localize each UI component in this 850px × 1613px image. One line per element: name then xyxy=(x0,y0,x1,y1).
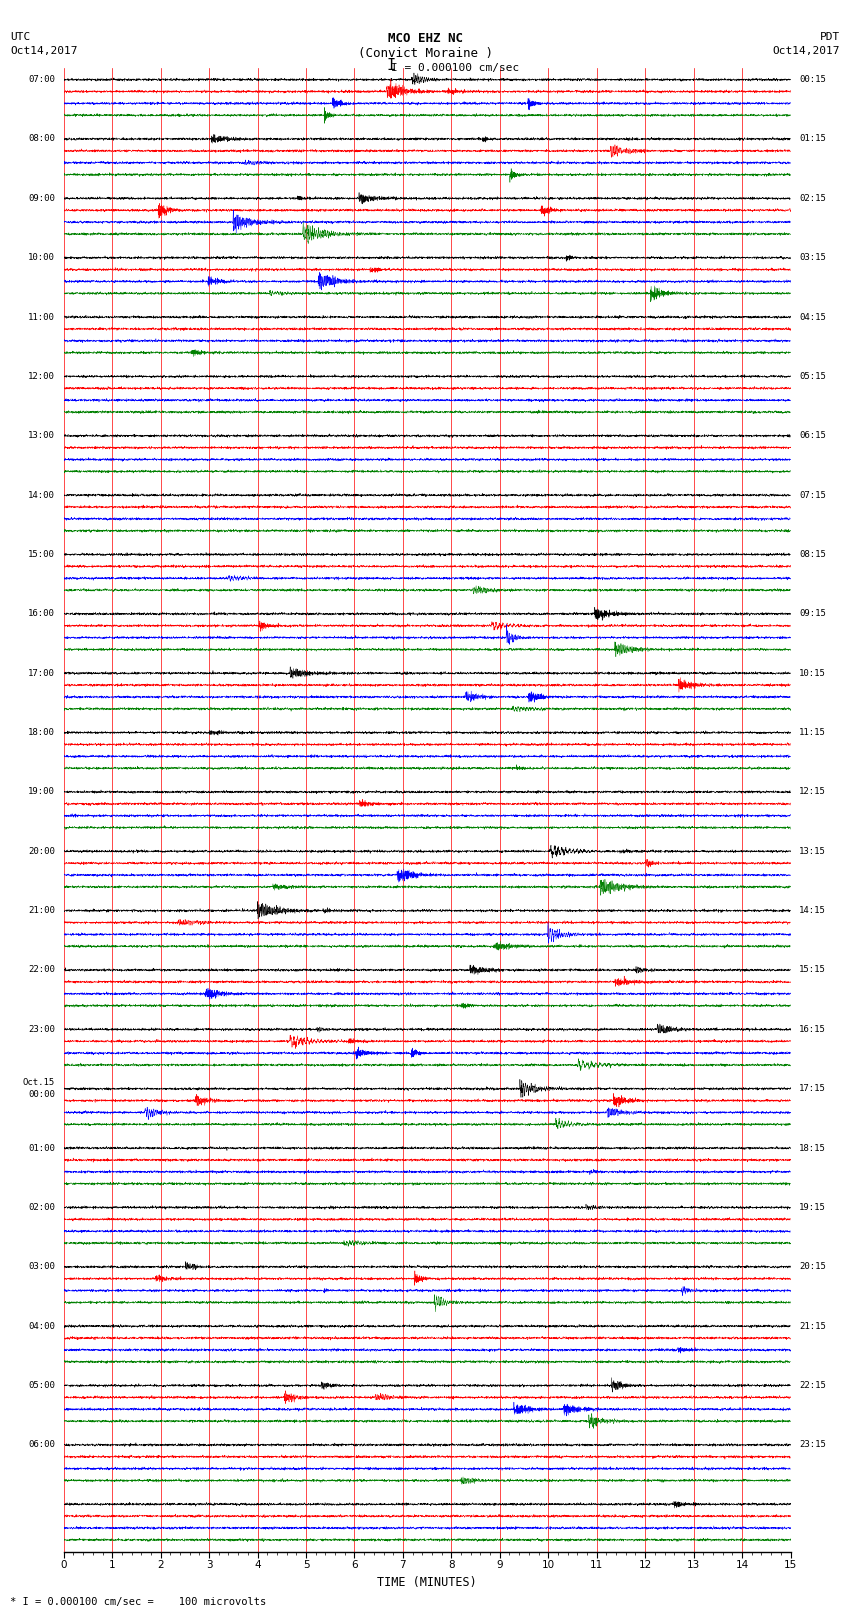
Text: 17:15: 17:15 xyxy=(799,1084,826,1094)
Text: 03:15: 03:15 xyxy=(799,253,826,263)
Text: 02:15: 02:15 xyxy=(799,194,826,203)
Text: 17:00: 17:00 xyxy=(28,669,55,677)
Text: 16:00: 16:00 xyxy=(28,610,55,618)
Text: UTC: UTC xyxy=(10,32,31,42)
Text: PDT: PDT xyxy=(819,32,840,42)
Text: 05:00: 05:00 xyxy=(28,1381,55,1390)
Text: 07:15: 07:15 xyxy=(799,490,826,500)
Text: 11:15: 11:15 xyxy=(799,727,826,737)
Text: (Convict Moraine ): (Convict Moraine ) xyxy=(358,47,492,60)
Text: 22:00: 22:00 xyxy=(28,966,55,974)
Text: 20:00: 20:00 xyxy=(28,847,55,857)
Text: 07:00: 07:00 xyxy=(28,76,55,84)
Text: 01:00: 01:00 xyxy=(28,1144,55,1153)
Text: 21:00: 21:00 xyxy=(28,907,55,915)
Text: 10:00: 10:00 xyxy=(28,253,55,263)
Text: 14:15: 14:15 xyxy=(799,907,826,915)
Text: 01:15: 01:15 xyxy=(799,134,826,144)
Text: 06:00: 06:00 xyxy=(28,1440,55,1450)
Text: 22:15: 22:15 xyxy=(799,1381,826,1390)
Text: 16:15: 16:15 xyxy=(799,1024,826,1034)
Text: 00:15: 00:15 xyxy=(799,76,826,84)
Text: 04:00: 04:00 xyxy=(28,1321,55,1331)
Text: 19:15: 19:15 xyxy=(799,1203,826,1211)
Text: 13:00: 13:00 xyxy=(28,431,55,440)
Text: I = 0.000100 cm/sec: I = 0.000100 cm/sec xyxy=(391,63,519,73)
Text: 08:00: 08:00 xyxy=(28,134,55,144)
Text: 23:00: 23:00 xyxy=(28,1024,55,1034)
Text: MCO EHZ NC: MCO EHZ NC xyxy=(388,32,462,45)
Text: 12:15: 12:15 xyxy=(799,787,826,797)
Text: 09:15: 09:15 xyxy=(799,610,826,618)
Text: * I = 0.000100 cm/sec =    100 microvolts: * I = 0.000100 cm/sec = 100 microvolts xyxy=(10,1597,266,1607)
Text: 15:00: 15:00 xyxy=(28,550,55,560)
Text: 18:00: 18:00 xyxy=(28,727,55,737)
Text: I: I xyxy=(387,58,396,73)
Text: Oct.15: Oct.15 xyxy=(23,1077,55,1087)
Text: 02:00: 02:00 xyxy=(28,1203,55,1211)
Text: 05:15: 05:15 xyxy=(799,373,826,381)
Text: 23:15: 23:15 xyxy=(799,1440,826,1450)
Text: 19:00: 19:00 xyxy=(28,787,55,797)
Text: Oct14,2017: Oct14,2017 xyxy=(10,47,77,56)
Text: 04:15: 04:15 xyxy=(799,313,826,321)
Text: 12:00: 12:00 xyxy=(28,373,55,381)
Text: 21:15: 21:15 xyxy=(799,1321,826,1331)
Text: 09:00: 09:00 xyxy=(28,194,55,203)
Text: Oct14,2017: Oct14,2017 xyxy=(773,47,840,56)
Text: 15:15: 15:15 xyxy=(799,966,826,974)
Text: 18:15: 18:15 xyxy=(799,1144,826,1153)
Text: 14:00: 14:00 xyxy=(28,490,55,500)
Text: 20:15: 20:15 xyxy=(799,1263,826,1271)
Text: 10:15: 10:15 xyxy=(799,669,826,677)
Text: 13:15: 13:15 xyxy=(799,847,826,857)
Text: 06:15: 06:15 xyxy=(799,431,826,440)
Text: 03:00: 03:00 xyxy=(28,1263,55,1271)
Text: 08:15: 08:15 xyxy=(799,550,826,560)
Text: 11:00: 11:00 xyxy=(28,313,55,321)
X-axis label: TIME (MINUTES): TIME (MINUTES) xyxy=(377,1576,477,1589)
Text: 00:00: 00:00 xyxy=(28,1090,55,1100)
